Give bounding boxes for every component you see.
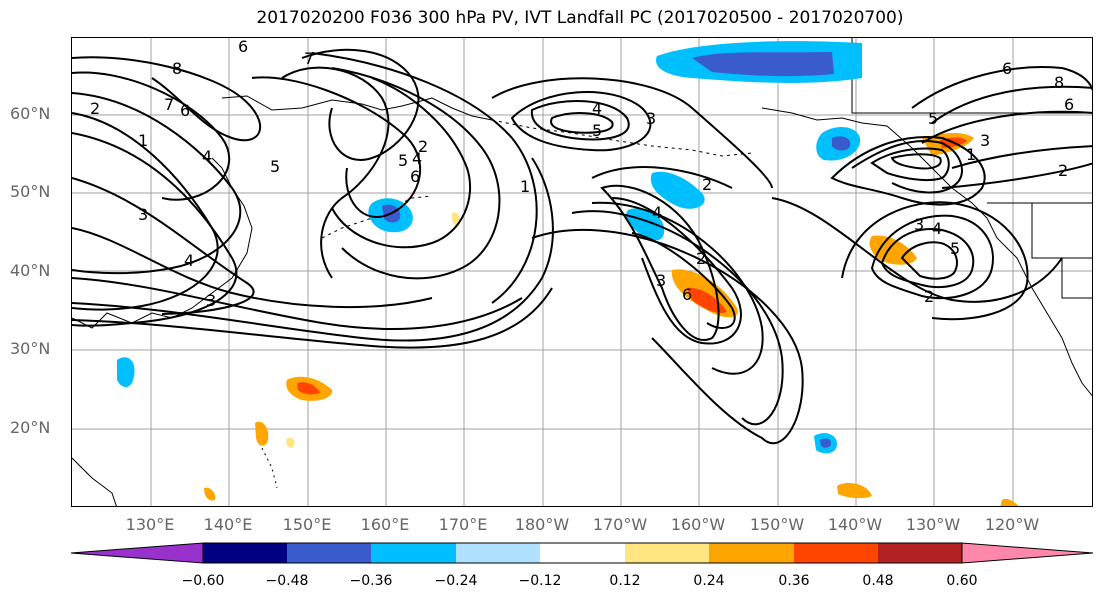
colorbar-tick-label: −0.48 [265, 573, 309, 589]
lat-label: 30°N [10, 339, 51, 358]
contour-label: 6 [1064, 95, 1074, 114]
contour-label: 4 [184, 251, 194, 270]
contour-label: 2 [924, 287, 934, 306]
colorbar-arrow-left [70, 542, 204, 564]
contour-label: 8 [1054, 73, 1064, 92]
lon-label: 140°E [203, 515, 253, 534]
colorbar-tick-label: −0.12 [518, 573, 562, 589]
lat-label: 60°N [10, 104, 51, 123]
contour-label: 3 [656, 271, 666, 290]
contour-label: 3 [914, 215, 924, 234]
contour-label: 4 [412, 149, 422, 168]
lon-label: 120°W [984, 515, 1040, 534]
contour-label: 4 [592, 99, 602, 118]
contour-label: 1 [966, 145, 976, 164]
colorbar-box [287, 543, 371, 563]
map-canvas: 6 8 7 6 2 1 3 4 3 5 4 2 5 6 4 5 4 3 1 7 … [72, 38, 1092, 506]
map-title: 2017020200 F036 300 hPa PV, IVT Landfall… [256, 8, 904, 28]
lon-label: 150°W [749, 515, 805, 534]
contour-label: 2 [1058, 161, 1068, 180]
contour-label: 5 [592, 121, 602, 140]
lon-label: 160°E [360, 515, 410, 534]
colorbar-outline [202, 542, 963, 564]
colorbar-tick-label: 0.36 [778, 573, 810, 589]
contour-labels: 6 8 7 6 2 1 3 4 3 5 4 2 5 6 4 5 4 3 1 7 … [90, 38, 1074, 310]
contour-label: 2 [418, 137, 428, 156]
colorbar-box [878, 543, 962, 563]
contour-label: 6 [410, 167, 420, 186]
colorbar-tick-label: −0.24 [434, 573, 478, 589]
shaded-fields [117, 41, 1019, 506]
colorbar-tick-label: 0.12 [609, 573, 641, 589]
contour-label: 5 [270, 157, 280, 176]
colorbar-box [456, 543, 540, 563]
contour-label: 2 [702, 175, 712, 194]
contour-label: 6 [238, 38, 248, 56]
contour-label: 5 [950, 239, 960, 258]
colorbar-arrow-right [961, 542, 1094, 564]
lon-label: 140°W [827, 515, 883, 534]
lon-label: 150°E [282, 515, 332, 534]
colorbar-box [709, 543, 794, 563]
contour-label: 4 [652, 203, 662, 222]
colorbar-tick-label: 0.60 [946, 573, 978, 589]
graticule [72, 38, 1092, 506]
colorbar-tick-label: 0.48 [862, 573, 894, 589]
contour-label: 7 [304, 49, 314, 68]
contour-label: 5 [928, 109, 938, 128]
colorbar-tick-label: −0.36 [349, 573, 393, 589]
coastlines [72, 38, 1092, 506]
contour-label: 1 [138, 131, 148, 150]
contour-label: 4 [932, 219, 942, 238]
contour-label: 3 [206, 291, 216, 310]
contour-label: 3 [646, 109, 656, 128]
contour-label: 6 [682, 285, 692, 304]
lon-label: 160°W [670, 515, 726, 534]
contour-label: 7 [164, 95, 174, 114]
colorbar-box [540, 543, 625, 563]
colorbar-tick-label: −0.60 [181, 573, 225, 589]
lon-label: 130°E [125, 515, 175, 534]
contour-label: 3 [138, 205, 148, 224]
colorbar-box [371, 543, 456, 563]
lon-label: 130°W [905, 515, 961, 534]
contour-label: 6 [1002, 59, 1012, 78]
contour-label: 4 [202, 147, 212, 166]
map-panel: 6 8 7 6 2 1 3 4 3 5 4 2 5 6 4 5 4 3 1 7 … [71, 37, 1093, 507]
lon-label: 180°W [514, 515, 570, 534]
lon-label: 170°E [438, 515, 488, 534]
contour-label: 1 [520, 177, 530, 196]
lat-label: 50°N [10, 182, 51, 201]
contour-label: 2 [90, 99, 100, 118]
colorbar-box [203, 543, 287, 563]
lon-label: 170°W [592, 515, 648, 534]
pv-contours [72, 48, 1092, 445]
contour-label: 8 [172, 59, 182, 78]
colorbar-box [794, 543, 878, 563]
contour-label: 5 [398, 151, 408, 170]
contour-label: 3 [980, 131, 990, 150]
contour-label: 6 [180, 101, 190, 120]
colorbar-box [625, 543, 709, 563]
colorbar-tick-label: 0.24 [693, 573, 725, 589]
contour-label: 2 [696, 249, 706, 268]
colorbar-segments [70, 542, 1094, 564]
lat-label: 20°N [10, 418, 51, 437]
lat-label: 40°N [10, 261, 51, 280]
